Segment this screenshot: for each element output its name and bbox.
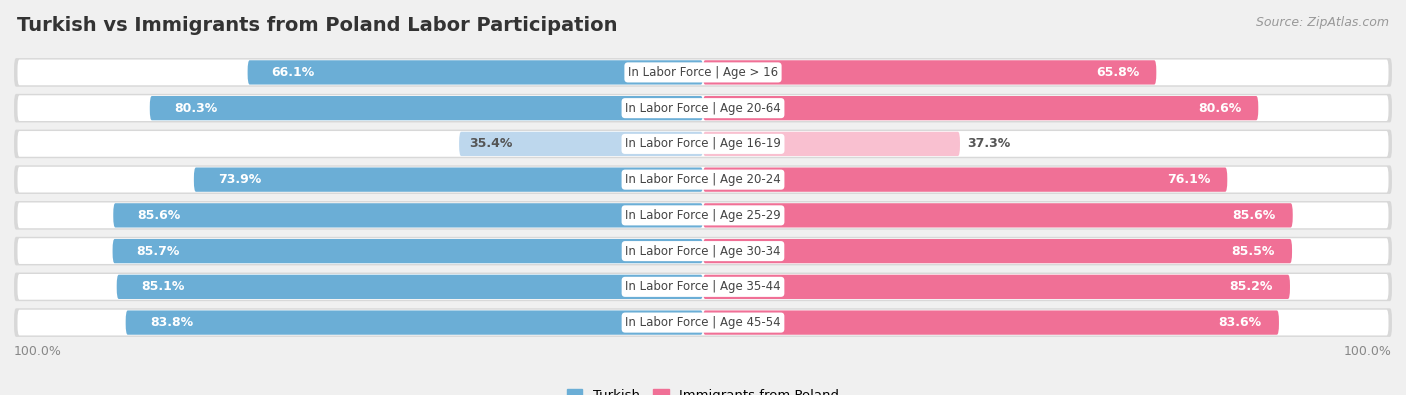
Text: 85.2%: 85.2% bbox=[1229, 280, 1272, 293]
Text: 76.1%: 76.1% bbox=[1167, 173, 1211, 186]
FancyBboxPatch shape bbox=[17, 238, 1389, 264]
FancyBboxPatch shape bbox=[703, 203, 1292, 228]
Text: In Labor Force | Age 30-34: In Labor Force | Age 30-34 bbox=[626, 245, 780, 258]
Text: In Labor Force | Age 20-64: In Labor Force | Age 20-64 bbox=[626, 102, 780, 115]
Text: 65.8%: 65.8% bbox=[1095, 66, 1139, 79]
Text: 85.6%: 85.6% bbox=[138, 209, 180, 222]
Text: 80.3%: 80.3% bbox=[174, 102, 217, 115]
FancyBboxPatch shape bbox=[247, 60, 703, 85]
Text: Turkish vs Immigrants from Poland Labor Participation: Turkish vs Immigrants from Poland Labor … bbox=[17, 16, 617, 35]
FancyBboxPatch shape bbox=[703, 132, 960, 156]
FancyBboxPatch shape bbox=[14, 166, 1392, 194]
Text: In Labor Force | Age 25-29: In Labor Force | Age 25-29 bbox=[626, 209, 780, 222]
FancyBboxPatch shape bbox=[460, 132, 703, 156]
FancyBboxPatch shape bbox=[703, 96, 1258, 120]
FancyBboxPatch shape bbox=[114, 203, 703, 228]
Text: 85.6%: 85.6% bbox=[1232, 209, 1275, 222]
FancyBboxPatch shape bbox=[703, 275, 1289, 299]
Text: 66.1%: 66.1% bbox=[271, 66, 315, 79]
FancyBboxPatch shape bbox=[17, 95, 1389, 121]
Text: 100.0%: 100.0% bbox=[1344, 345, 1392, 358]
Text: 85.7%: 85.7% bbox=[136, 245, 180, 258]
Text: 73.9%: 73.9% bbox=[218, 173, 262, 186]
Text: In Labor Force | Age 35-44: In Labor Force | Age 35-44 bbox=[626, 280, 780, 293]
FancyBboxPatch shape bbox=[17, 310, 1389, 335]
Text: 85.1%: 85.1% bbox=[141, 280, 184, 293]
FancyBboxPatch shape bbox=[14, 58, 1392, 87]
Text: 83.8%: 83.8% bbox=[150, 316, 193, 329]
FancyBboxPatch shape bbox=[14, 130, 1392, 158]
Legend: Turkish, Immigrants from Poland: Turkish, Immigrants from Poland bbox=[561, 384, 845, 395]
FancyBboxPatch shape bbox=[125, 310, 703, 335]
FancyBboxPatch shape bbox=[14, 94, 1392, 122]
FancyBboxPatch shape bbox=[14, 237, 1392, 265]
Text: 35.4%: 35.4% bbox=[470, 137, 513, 150]
FancyBboxPatch shape bbox=[17, 274, 1389, 300]
Text: 83.6%: 83.6% bbox=[1219, 316, 1261, 329]
Text: In Labor Force | Age 45-54: In Labor Force | Age 45-54 bbox=[626, 316, 780, 329]
Text: Source: ZipAtlas.com: Source: ZipAtlas.com bbox=[1256, 16, 1389, 29]
FancyBboxPatch shape bbox=[17, 131, 1389, 157]
Text: 100.0%: 100.0% bbox=[14, 345, 62, 358]
Text: In Labor Force | Age > 16: In Labor Force | Age > 16 bbox=[628, 66, 778, 79]
FancyBboxPatch shape bbox=[150, 96, 703, 120]
FancyBboxPatch shape bbox=[703, 60, 1156, 85]
FancyBboxPatch shape bbox=[14, 273, 1392, 301]
FancyBboxPatch shape bbox=[14, 308, 1392, 337]
FancyBboxPatch shape bbox=[703, 310, 1279, 335]
FancyBboxPatch shape bbox=[14, 201, 1392, 229]
FancyBboxPatch shape bbox=[703, 239, 1292, 263]
Text: 80.6%: 80.6% bbox=[1198, 102, 1241, 115]
FancyBboxPatch shape bbox=[117, 275, 703, 299]
FancyBboxPatch shape bbox=[194, 167, 703, 192]
FancyBboxPatch shape bbox=[17, 167, 1389, 192]
FancyBboxPatch shape bbox=[112, 239, 703, 263]
FancyBboxPatch shape bbox=[703, 167, 1227, 192]
Text: In Labor Force | Age 16-19: In Labor Force | Age 16-19 bbox=[626, 137, 780, 150]
FancyBboxPatch shape bbox=[17, 60, 1389, 85]
Text: 37.3%: 37.3% bbox=[967, 137, 1010, 150]
Text: In Labor Force | Age 20-24: In Labor Force | Age 20-24 bbox=[626, 173, 780, 186]
Text: 85.5%: 85.5% bbox=[1232, 245, 1275, 258]
FancyBboxPatch shape bbox=[17, 203, 1389, 228]
